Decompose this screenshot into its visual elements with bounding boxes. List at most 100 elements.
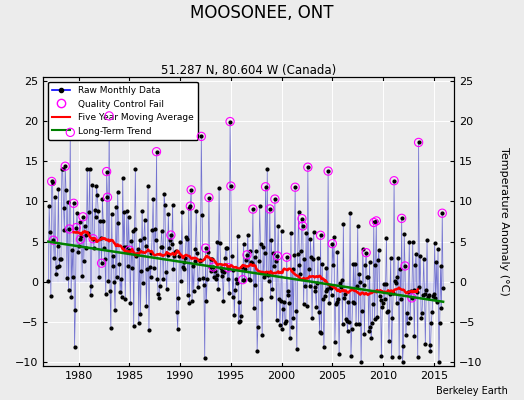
Point (227, 253, 236, 260)
Point (99, 218, 107, 224)
Point (74, 243, 83, 249)
Point (335, 351, 343, 358)
Point (85, 166, 94, 172)
Point (205, 194, 213, 201)
Point (303, 164, 312, 170)
Text: Berkeley Earth: Berkeley Earth (436, 386, 508, 396)
Point (77, 233, 85, 240)
Point (365, 259, 374, 265)
Point (139, 235, 148, 241)
Point (117, 276, 125, 282)
Point (201, 245, 210, 251)
Point (113, 189, 122, 195)
Point (316, 232, 325, 238)
Point (196, 258, 205, 265)
Point (436, 263, 445, 269)
Point (312, 304, 321, 310)
Point (423, 237, 431, 244)
Point (206, 256, 215, 262)
Point (228, 294, 237, 300)
Point (61, 163, 69, 170)
Point (70, 200, 78, 206)
Point (255, 257, 263, 264)
Point (240, 277, 248, 284)
Point (420, 255, 428, 262)
Point (92, 182, 101, 189)
Point (328, 240, 336, 247)
Point (270, 262, 278, 269)
Title: 51.287 N, 80.604 W (Canada): 51.287 N, 80.604 W (Canada) (161, 64, 336, 77)
Point (203, 276, 212, 282)
Point (121, 296, 129, 302)
Point (299, 301, 308, 308)
Point (84, 230, 92, 236)
Point (352, 321, 360, 327)
Point (417, 315, 425, 322)
Point (367, 335, 375, 341)
Point (314, 309, 323, 316)
Point (124, 263, 132, 269)
Point (103, 194, 112, 200)
Point (307, 254, 315, 260)
Point (328, 292, 336, 298)
Point (372, 218, 380, 224)
Point (344, 298, 353, 305)
Point (277, 228, 286, 235)
Point (387, 354, 396, 360)
Point (397, 296, 405, 302)
Point (69, 273, 77, 280)
Point (429, 293, 437, 300)
Point (62, 187, 70, 194)
Point (130, 226, 139, 232)
Point (358, 246, 367, 252)
Point (56, 256, 64, 263)
Point (267, 237, 276, 243)
Point (107, 325, 115, 331)
Point (375, 247, 383, 253)
Point (204, 249, 212, 255)
Point (205, 264, 214, 270)
Point (143, 266, 151, 272)
Point (234, 233, 242, 239)
Point (125, 247, 134, 254)
Point (285, 300, 293, 306)
Point (348, 299, 357, 306)
Point (192, 208, 201, 214)
Point (277, 298, 285, 304)
Point (191, 246, 200, 253)
Point (398, 215, 406, 222)
Point (377, 353, 386, 360)
Point (227, 183, 235, 189)
Point (96, 235, 105, 242)
Point (336, 280, 344, 286)
Point (79, 214, 87, 220)
Point (271, 196, 279, 202)
Point (428, 309, 436, 315)
Point (271, 196, 279, 202)
Point (346, 210, 354, 216)
Point (275, 296, 283, 302)
Point (70, 200, 78, 206)
Point (362, 250, 370, 256)
Point (411, 262, 419, 268)
Point (63, 275, 71, 282)
Point (142, 303, 150, 309)
Point (439, 285, 447, 291)
Point (324, 168, 332, 174)
Point (291, 184, 299, 190)
Point (90, 244, 98, 251)
Point (227, 183, 235, 189)
Point (208, 256, 216, 263)
Point (112, 203, 120, 210)
Point (180, 266, 189, 272)
Point (343, 328, 352, 335)
Point (194, 283, 202, 290)
Point (185, 300, 194, 306)
Point (225, 290, 233, 296)
Point (391, 277, 399, 284)
Point (376, 297, 385, 303)
Point (310, 229, 318, 236)
Point (66, 226, 74, 232)
Point (95, 274, 103, 280)
Point (201, 355, 209, 361)
